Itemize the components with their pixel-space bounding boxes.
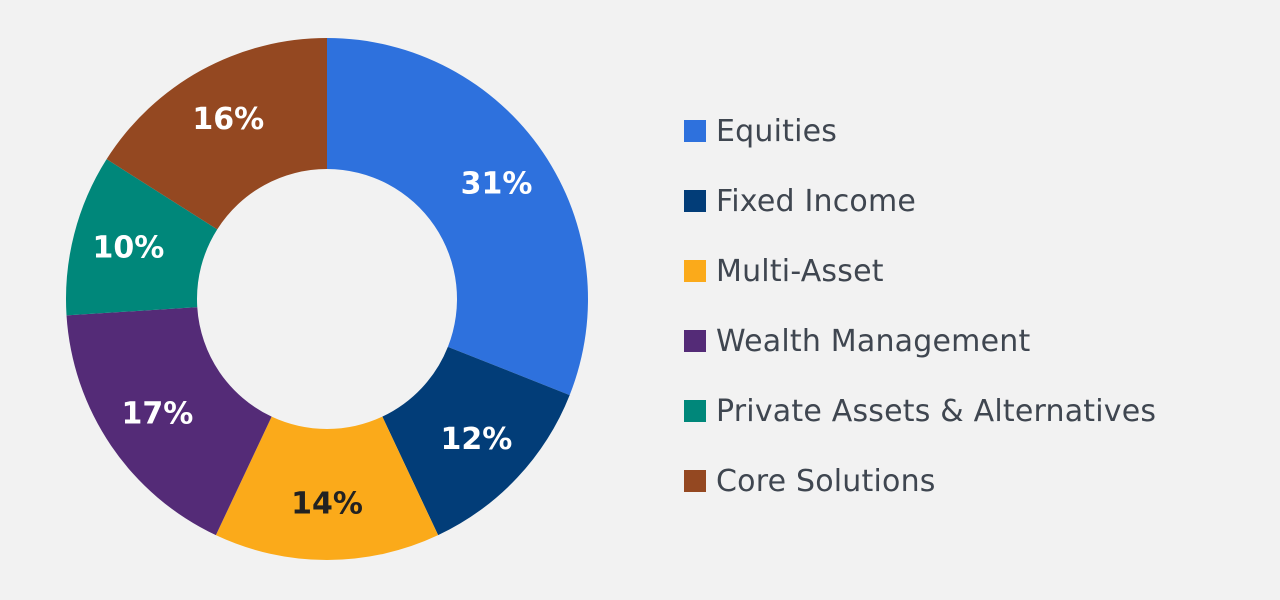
legend-item-fixed-income: Fixed Income — [684, 166, 1156, 236]
donut-slices — [66, 38, 589, 560]
donut-slice-multi-asset — [215, 416, 439, 560]
slice-value-label: 10% — [93, 231, 165, 266]
chart-legend: Equities Fixed Income Multi-Asset Wealth… — [684, 96, 1156, 516]
donut-chart: 31% 12% 14% 17% 10% 16% — [66, 38, 589, 560]
slice-value-label: 17% — [122, 397, 194, 432]
slice-value-label: 14% — [291, 487, 363, 522]
legend-item-multi-asset: Multi-Asset — [684, 236, 1156, 306]
legend-label: Core Solutions — [716, 463, 936, 499]
slice-value-label: 16% — [192, 102, 264, 137]
legend-label: Wealth Management — [716, 323, 1031, 359]
legend-swatch-private-assets — [684, 400, 706, 422]
donut-slice-core-solutions — [106, 38, 328, 230]
legend-swatch-core-solutions — [684, 470, 706, 492]
legend-swatch-multi-asset — [684, 260, 706, 282]
donut-slice-fixed-income — [382, 346, 570, 536]
legend-item-equities: Equities — [684, 96, 1156, 166]
slice-value-label: 31% — [461, 166, 533, 201]
legend-label: Fixed Income — [716, 183, 917, 219]
legend-swatch-equities — [684, 120, 706, 142]
legend-item-wealth-management: Wealth Management — [684, 306, 1156, 376]
donut-slice-wealth-management — [66, 307, 272, 536]
legend-item-private-assets: Private Assets & Alternatives — [684, 376, 1156, 446]
donut-slice-private-assets-alternatives — [66, 159, 218, 316]
legend-item-core-solutions: Core Solutions — [684, 446, 1156, 516]
legend-label: Multi-Asset — [716, 253, 884, 289]
donut-slice-equities — [327, 38, 589, 396]
legend-label: Equities — [716, 113, 838, 149]
donut-slice-labels: 31% 12% 14% 17% 10% 16% — [93, 102, 533, 522]
legend-swatch-wealth-management — [684, 330, 706, 352]
legend-swatch-fixed-income — [684, 190, 706, 212]
slice-value-label: 12% — [441, 422, 513, 457]
legend-label: Private Assets & Alternatives — [716, 393, 1157, 429]
